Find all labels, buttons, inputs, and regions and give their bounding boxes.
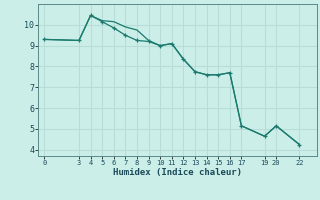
X-axis label: Humidex (Indice chaleur): Humidex (Indice chaleur) xyxy=(113,168,242,177)
